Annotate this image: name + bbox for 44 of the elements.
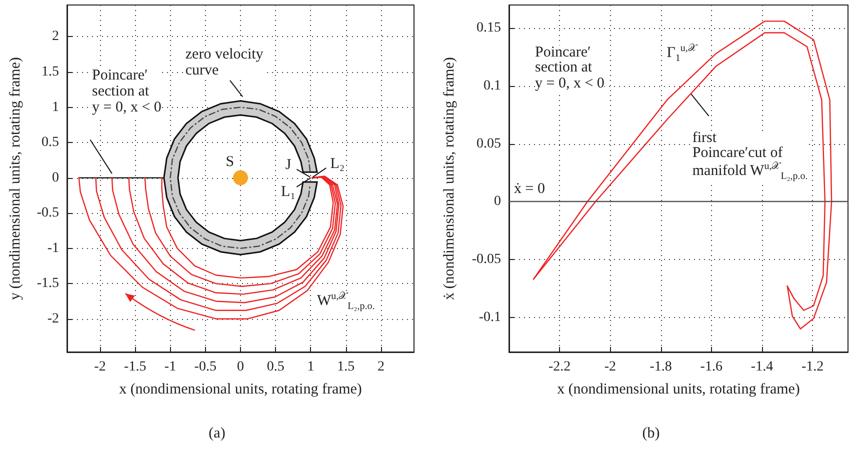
y-tick-label: 0.05: [476, 136, 501, 152]
y-axis-title: y (nondimensional units, rotating frame): [8, 57, 24, 300]
x-tick-label: -1.5: [124, 360, 146, 374]
y-tick-label: 0: [494, 194, 501, 210]
x-tick-label: -1.6: [700, 360, 722, 374]
y-axis-title: ẋ (nondimensional units, rotating frame): [442, 57, 458, 300]
annotation: L₂: [330, 156, 345, 173]
x-tick-label: -2.2: [548, 360, 571, 374]
text: (b): [642, 426, 660, 442]
x-tick-label: -2: [94, 360, 106, 374]
x-tick-label: -1.2: [801, 360, 824, 374]
y-tick-label: -1: [47, 240, 59, 256]
x-tick-label: 0: [237, 360, 244, 374]
ref-line-label: ẋ = 0: [514, 181, 545, 198]
annotation: J: [285, 156, 292, 174]
y-tick-label: 1.5: [42, 64, 59, 80]
y-tick-label: 0.5: [42, 135, 59, 150]
annotation: Poincare′ section at y = 0, x < 0: [92, 68, 162, 116]
x-axis-title: x (nondimensional units, rotating frame): [119, 382, 362, 398]
x-tick-label: 0.5: [266, 360, 284, 374]
annotation: S: [226, 154, 234, 171]
x-axis-title: x (nondimensional units, rotating frame): [557, 382, 800, 398]
annotation: L₁: [281, 184, 296, 200]
y-tick-label: 2: [52, 29, 59, 44]
y-tick-label: -0.5: [36, 206, 59, 221]
y-tick-label: 0: [52, 170, 59, 186]
y-tick-label: -1.5: [36, 276, 59, 292]
x-tick-label: -1.4: [750, 360, 774, 374]
y-tick-label: 1: [52, 100, 59, 115]
annotation: Poincare′ section at y = 0, x < 0: [534, 44, 604, 92]
y-tick-label: 0.1: [484, 78, 501, 94]
x-tick-label: -1.8: [650, 360, 672, 374]
annotation: zero velocity curve: [185, 46, 264, 79]
x-tick-label: -2: [604, 360, 616, 374]
x-tick-label: 1.5: [337, 360, 355, 374]
x-tick-label: -0.5: [194, 360, 216, 374]
x-tick-label: -1: [164, 360, 176, 374]
x-tick-label: 2: [377, 360, 384, 374]
text: (a): [208, 426, 226, 442]
x-tick-label: 1: [307, 360, 314, 374]
y-tick-label: -2: [47, 311, 59, 326]
y-tick-label: -0.1: [478, 310, 501, 325]
y-tick-label: -0.05: [472, 252, 501, 267]
y-tick-label: 0.15: [476, 20, 501, 36]
